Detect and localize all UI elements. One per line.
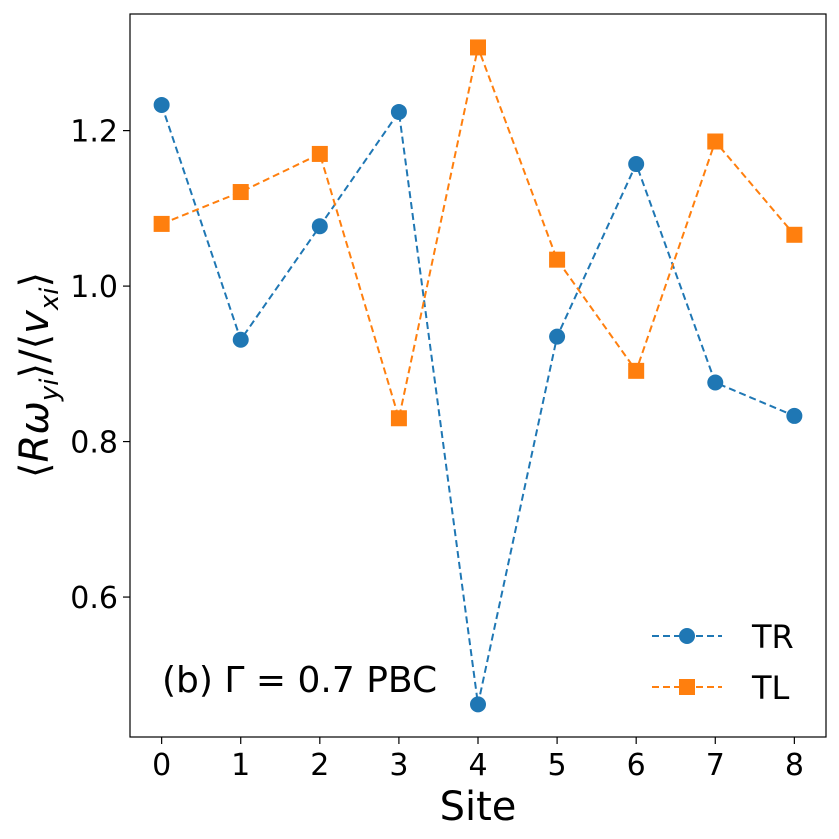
data-point-tr <box>786 407 803 424</box>
data-point-tl <box>232 184 249 201</box>
legend-marker-tr <box>679 628 695 644</box>
y-tick-label: 0.8 <box>70 426 118 461</box>
data-point-tl <box>786 226 803 243</box>
data-point-tl <box>549 251 566 268</box>
x-tick-label: 3 <box>389 748 408 783</box>
data-point-tl <box>390 410 407 427</box>
x-axis-label: Site <box>440 784 517 830</box>
x-tick-label: 8 <box>785 748 804 783</box>
axis-ticks: 0 1 2 3 4 5 6 7 8 0.6 0.8 1.0 1.2 <box>70 115 804 783</box>
series-layer <box>153 39 803 713</box>
x-tick-label: 1 <box>231 748 250 783</box>
legend-label-tl: TL <box>751 669 790 707</box>
data-point-tl <box>628 362 645 379</box>
x-tick-label: 5 <box>548 748 567 783</box>
data-point-tl <box>707 133 724 150</box>
data-point-tr <box>390 103 407 120</box>
data-point-tl <box>153 215 170 232</box>
legend: TR TL <box>652 618 794 707</box>
data-point-tr <box>549 328 566 345</box>
data-point-tr <box>153 96 170 113</box>
x-tick-label: 2 <box>310 748 329 783</box>
data-point-tr <box>707 374 724 391</box>
x-tick-label: 6 <box>627 748 646 783</box>
plot-area-frame <box>129 13 827 738</box>
data-point-tl <box>470 39 486 56</box>
data-point-tr <box>628 156 645 173</box>
data-point-tr <box>311 218 328 235</box>
legend-marker-tl <box>679 679 695 695</box>
x-tick-label: 0 <box>152 748 171 783</box>
y-tick-label: 1.2 <box>70 115 118 150</box>
data-point-tr <box>470 696 486 713</box>
data-point-tr <box>232 331 249 348</box>
x-tick-label: 4 <box>468 748 487 783</box>
x-tick-label: 7 <box>706 748 725 783</box>
y-tick-label: 0.6 <box>70 581 118 616</box>
y-tick-label: 1.0 <box>70 270 118 305</box>
y-axis-label: ⟨Rωyi⟩/⟨vxi⟩ <box>12 272 65 478</box>
panel-annotation: (b) Γ = 0.7 PBC <box>162 660 437 701</box>
legend-label-tr: TR <box>751 618 794 656</box>
data-point-tl <box>311 145 328 162</box>
